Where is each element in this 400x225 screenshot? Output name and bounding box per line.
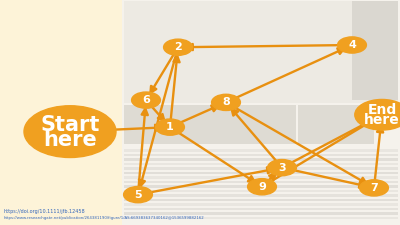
FancyBboxPatch shape [352, 1, 398, 100]
Text: 6: 6 [142, 95, 150, 105]
FancyBboxPatch shape [124, 154, 398, 156]
FancyBboxPatch shape [124, 149, 398, 152]
FancyBboxPatch shape [124, 172, 398, 174]
Text: 2: 2 [174, 42, 182, 52]
Text: 8: 8 [222, 97, 230, 107]
FancyBboxPatch shape [124, 185, 398, 188]
Circle shape [132, 92, 160, 108]
FancyBboxPatch shape [124, 181, 398, 183]
Circle shape [360, 180, 388, 196]
Text: 3: 3 [278, 163, 286, 173]
FancyBboxPatch shape [124, 212, 398, 215]
Circle shape [156, 119, 184, 135]
FancyBboxPatch shape [124, 158, 398, 161]
Circle shape [338, 37, 366, 53]
FancyBboxPatch shape [298, 105, 374, 144]
FancyBboxPatch shape [124, 163, 398, 165]
Circle shape [355, 99, 400, 130]
Text: Start: Start [40, 115, 100, 135]
FancyBboxPatch shape [124, 167, 398, 170]
Text: End: End [367, 103, 397, 117]
FancyBboxPatch shape [124, 105, 296, 144]
Circle shape [212, 94, 240, 110]
FancyBboxPatch shape [124, 190, 398, 192]
Text: 1: 1 [166, 122, 174, 132]
Circle shape [164, 39, 192, 55]
FancyBboxPatch shape [124, 1, 398, 104]
FancyBboxPatch shape [124, 217, 398, 219]
Text: here: here [43, 130, 97, 150]
FancyBboxPatch shape [124, 208, 398, 210]
FancyBboxPatch shape [124, 194, 398, 197]
FancyBboxPatch shape [124, 203, 398, 206]
Text: here: here [364, 113, 400, 127]
Circle shape [24, 106, 116, 158]
FancyBboxPatch shape [122, 0, 400, 225]
Circle shape [248, 179, 276, 195]
Text: https://www.researchgate.net/publication/264381190/figure/1/AS:669383637340162@1: https://www.researchgate.net/publication… [4, 216, 205, 220]
Text: 9: 9 [258, 182, 266, 192]
Circle shape [268, 160, 296, 176]
Text: 7: 7 [370, 183, 378, 193]
FancyBboxPatch shape [124, 199, 398, 201]
Text: 5: 5 [134, 190, 142, 200]
Circle shape [124, 187, 152, 203]
Text: 4: 4 [348, 40, 356, 50]
Text: https://doi.org/10.1111/jfb.12458: https://doi.org/10.1111/jfb.12458 [4, 209, 86, 214]
FancyBboxPatch shape [124, 176, 398, 179]
